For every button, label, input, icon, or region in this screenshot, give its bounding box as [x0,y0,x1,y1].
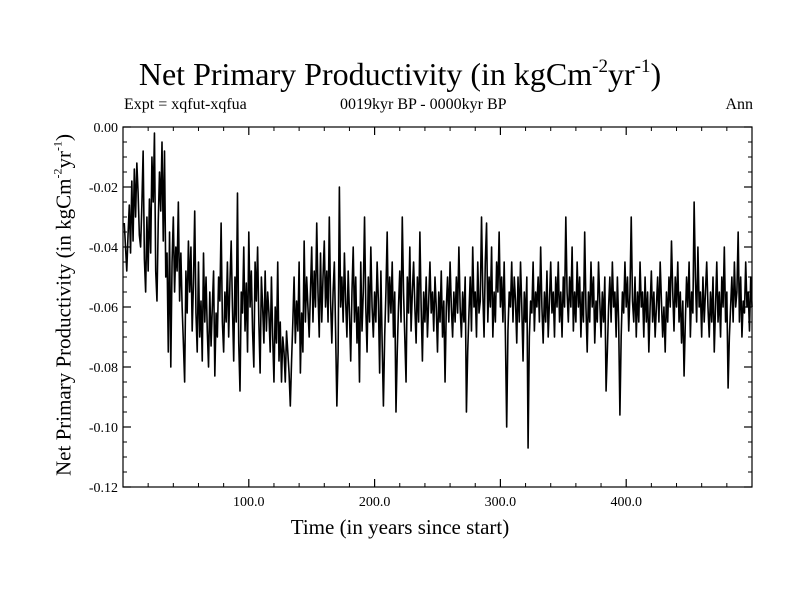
y-tick-label: -0.02 [89,181,118,196]
y-tick-label: 0.00 [94,121,119,136]
y-axis-label: Net Primary Productivity (in kgCm-2yr-1) [50,134,76,476]
x-axis-label: Time (in years since start) [290,515,510,539]
period-label: 0019kyr BP - 0000kyr BP [340,96,507,113]
x-tick-label: 300.0 [485,495,517,510]
y-tick-label: -0.06 [89,301,118,316]
x-tick-label: 200.0 [359,495,391,510]
y-tick-label: -0.10 [89,421,118,436]
plot-frame [122,126,753,488]
chart-title: Net Primary Productivity (in kgCm-2yr-1) [138,56,662,92]
y-tick-label: -0.08 [89,361,118,376]
series-line-ann [123,132,753,449]
tick-layer: 100.0 200.0 300.0 400.0 0.00 -0.02 -0.04 -0.06 -… [89,121,752,510]
data-layer [123,132,753,449]
x-tick-label: 400.0 [610,495,642,510]
y-tick-label: -0.04 [89,241,118,256]
y-tick-label: -0.12 [89,481,118,496]
experiment-label: Expt = xqfut-xqfua [124,96,247,113]
x-tick-label: 100.0 [233,495,265,510]
season-label: Ann [725,96,753,113]
